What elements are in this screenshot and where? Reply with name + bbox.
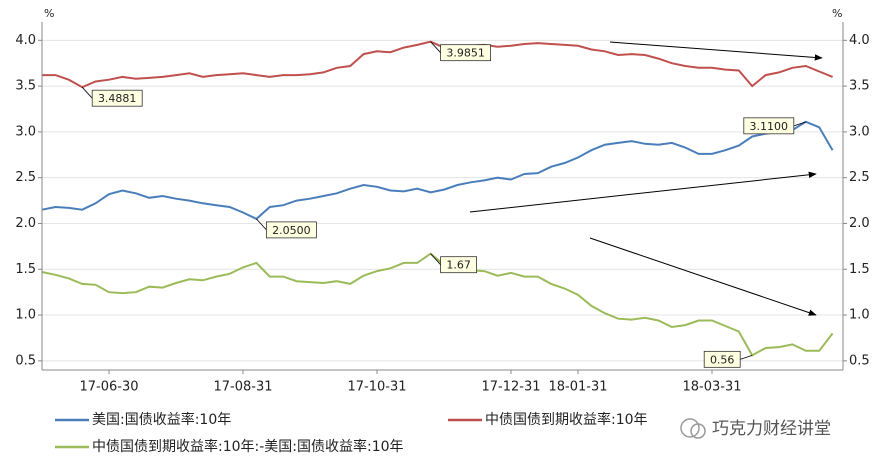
x-tick-label: 17-08-31	[213, 380, 272, 395]
y2-tick-label: 1.5	[849, 262, 870, 277]
x-tick-label: 17-06-30	[79, 380, 138, 395]
legend-label: 中债国债到期收益率:10年:-美国:国债收益率:10年	[92, 438, 404, 455]
trend-arrow	[609, 41, 823, 61]
legend-label: 中债国债到期收益率:10年	[485, 411, 648, 428]
label-pointer	[740, 354, 753, 360]
y2-tick-label: 1.0	[849, 308, 870, 323]
value-label: 0.56	[710, 353, 735, 366]
series-line	[41, 252, 834, 357]
y-tick-label: 1.0	[15, 308, 36, 323]
label-pointer	[793, 121, 806, 127]
label-box	[265, 221, 317, 239]
label-pointer	[256, 218, 267, 231]
y-tick-label: 3.0	[15, 124, 36, 139]
y-tick-label: 0.5	[15, 353, 36, 368]
y2-tick-label: 3.5	[849, 79, 870, 94]
legend-label: 美国:国债收益率:10年	[92, 411, 231, 428]
y-tick-label: 3.5	[15, 79, 36, 94]
y-tick-label: 2.5	[15, 170, 36, 185]
y-tick-label: 1.5	[15, 262, 36, 277]
y-unit: %	[44, 7, 54, 20]
series-line	[41, 120, 834, 221]
x-tick-label: 17-10-31	[347, 380, 406, 395]
y2-tick-label: 2.5	[849, 170, 870, 185]
value-label: 1.67	[446, 259, 471, 272]
watermark: 巧克力财经讲堂	[680, 418, 831, 439]
x-tick-label: 17-12-31	[481, 380, 540, 395]
label-box	[440, 44, 492, 62]
y2-tick-label: 0.5	[849, 353, 870, 368]
y2-tick-label: 4.0	[849, 33, 870, 48]
x-tick-label: 18-01-31	[548, 380, 607, 395]
label-pointer	[430, 41, 441, 53]
y-tick-label: 2.0	[15, 216, 36, 231]
label-box	[440, 256, 478, 274]
x-tick-label: 18-03-31	[682, 380, 741, 395]
series-line	[42, 40, 833, 89]
y-tick-label: 4.0	[15, 33, 36, 48]
value-label: 3.1100	[750, 120, 789, 133]
trend-arrow	[469, 171, 817, 213]
label-box	[91, 89, 143, 107]
trend-arrow	[589, 237, 817, 316]
y2-tick-label: 3.0	[849, 124, 870, 139]
label-pointer	[430, 253, 441, 265]
value-label: 3.9851	[446, 47, 485, 60]
value-label: 2.0500	[272, 224, 311, 237]
watermark-text: 巧克力财经讲堂	[712, 419, 831, 439]
label-pointer	[81, 86, 93, 99]
y2-unit: %	[832, 7, 842, 20]
label-box	[703, 350, 741, 368]
label-box	[743, 117, 795, 135]
value-label: 3.4881	[98, 92, 137, 105]
y2-tick-label: 2.0	[849, 216, 870, 231]
